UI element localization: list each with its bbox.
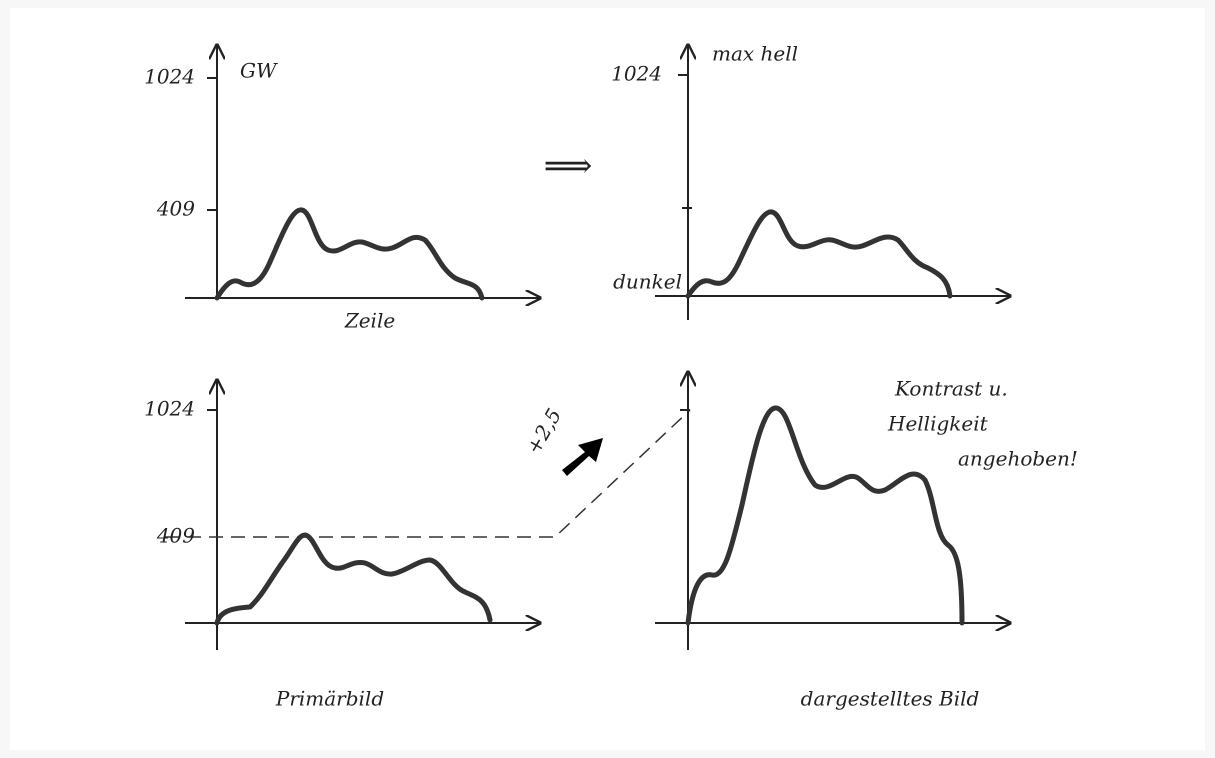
implies-arrow: ⟹ xyxy=(544,146,593,186)
axis-label: max hell xyxy=(712,42,798,66)
axis-label: GW xyxy=(240,59,278,83)
note-line: Kontrast u. xyxy=(894,377,1008,401)
caption: dargestelltes Bild xyxy=(801,687,980,711)
caption: Primärbild xyxy=(275,687,384,711)
tick-label: 1024 xyxy=(144,397,195,421)
note-line: angehoben! xyxy=(958,447,1078,471)
x-label: Zeile xyxy=(344,309,395,333)
origin-label: dunkel xyxy=(613,270,682,294)
tick-label: 1024 xyxy=(611,62,662,86)
paper xyxy=(10,8,1205,750)
sketch: 1024 409 GW Zeile ⟹ 1024 max hell dunkel… xyxy=(0,0,1215,758)
tick-label: 1024 xyxy=(144,65,195,89)
tick-label: 409 xyxy=(156,197,195,221)
tick-label: 409 xyxy=(156,524,195,548)
note-line: Helligkeit xyxy=(887,412,989,436)
